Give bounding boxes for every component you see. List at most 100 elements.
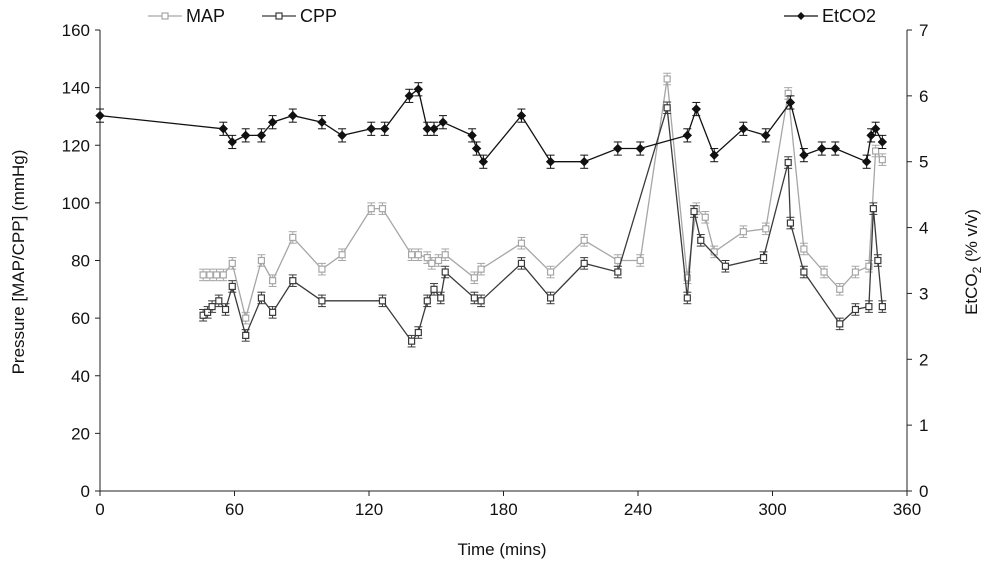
etco2-point xyxy=(267,117,278,127)
map-point xyxy=(199,271,207,279)
cpp-point xyxy=(865,303,873,311)
legend: MAP CPP EtCO2 xyxy=(148,6,876,26)
etco2-point xyxy=(288,110,298,121)
cpp-point xyxy=(318,297,326,305)
etco2-point xyxy=(422,124,432,134)
x-tick-label: 180 xyxy=(489,500,517,519)
map-point xyxy=(212,271,221,279)
map-point xyxy=(517,239,526,247)
cpp-point xyxy=(208,303,216,311)
series-etco2 xyxy=(95,82,888,169)
map-point xyxy=(800,245,808,253)
etco2-point xyxy=(861,157,872,167)
x-axis-title: Time (mins) xyxy=(457,540,546,559)
y-left-tick-label: 120 xyxy=(62,136,90,155)
map-point xyxy=(441,251,449,259)
y-left-tick-label: 60 xyxy=(71,309,90,328)
cpp-point xyxy=(721,262,730,270)
legend-marker xyxy=(161,12,169,20)
map-point xyxy=(269,277,277,285)
cpp-point xyxy=(228,282,236,291)
cpp-point xyxy=(430,285,438,293)
etco2-point xyxy=(413,84,424,94)
cpp-point xyxy=(289,277,297,285)
cpp-point xyxy=(851,305,860,314)
cpp-point xyxy=(869,205,877,213)
x-tick-label: 240 xyxy=(624,500,652,519)
etco2-point xyxy=(467,130,477,141)
map-point xyxy=(257,256,265,265)
y-right-tick-label: 6 xyxy=(919,87,928,106)
map-point xyxy=(546,268,555,276)
etco2-point xyxy=(579,157,589,167)
etco2-point xyxy=(404,91,415,101)
series-map xyxy=(199,72,887,325)
etco2-point xyxy=(761,130,771,141)
map-point xyxy=(338,251,346,259)
map-point xyxy=(318,265,326,273)
map-point xyxy=(378,205,387,213)
map-point xyxy=(636,256,644,265)
etco2-point xyxy=(799,150,809,160)
etco2-point xyxy=(438,117,448,127)
map-point xyxy=(580,236,588,244)
legend-marker xyxy=(275,12,283,20)
etco2-point xyxy=(682,130,693,141)
map-point xyxy=(739,228,747,236)
y-right-tick-label: 7 xyxy=(919,21,928,40)
cpp-point xyxy=(786,219,795,227)
map-point xyxy=(367,205,375,213)
map-point xyxy=(414,251,422,259)
y-right-tick-label: 1 xyxy=(919,416,928,435)
cpp-point xyxy=(242,331,250,340)
cpp-point xyxy=(269,308,277,316)
etco2-point xyxy=(635,143,645,154)
map-point xyxy=(477,265,485,273)
etco2-point xyxy=(317,117,327,127)
y-right-tick-label: 0 xyxy=(919,482,928,501)
etco2-point xyxy=(256,130,267,141)
etco2-point xyxy=(866,130,876,141)
map-point xyxy=(206,271,214,279)
cpp-point xyxy=(437,294,445,302)
map-point xyxy=(228,259,236,267)
x-tick-label: 120 xyxy=(355,500,383,519)
y-right-tick-label: 5 xyxy=(919,153,928,172)
y-left-tick-label: 160 xyxy=(62,21,90,40)
cpp-point xyxy=(663,104,671,112)
map-point xyxy=(242,314,250,322)
legend-item-cpp: CPP xyxy=(262,6,337,26)
etco2-point xyxy=(337,130,347,141)
legend-label: EtCO2 xyxy=(822,6,876,26)
map-point xyxy=(701,213,709,221)
map-point xyxy=(836,285,844,293)
cpp-point xyxy=(874,256,882,265)
cpp-point xyxy=(580,259,588,267)
map-point xyxy=(219,271,227,279)
etco2-point xyxy=(817,143,827,154)
y-left-tick-label: 0 xyxy=(81,482,90,501)
etco2-point xyxy=(830,143,840,154)
y-left-tick-label: 40 xyxy=(71,367,90,386)
x-tick-label: 60 xyxy=(225,500,244,519)
etco2-point xyxy=(366,124,376,134)
cpp-point xyxy=(378,297,387,305)
x-tick-label: 300 xyxy=(758,500,786,519)
etco2-line xyxy=(99,88,883,163)
x-tick-label: 0 xyxy=(95,500,104,519)
cpp-point xyxy=(215,297,223,305)
legend-item-etco2: EtCO2 xyxy=(784,6,876,26)
map-point xyxy=(878,156,886,164)
etco2-point xyxy=(471,143,482,154)
cpp-point xyxy=(441,268,449,276)
etco2-point xyxy=(379,124,390,134)
x-tick-label: 360 xyxy=(893,500,921,519)
cpp-point xyxy=(690,207,698,216)
map-point xyxy=(663,75,671,83)
legend-label: MAP xyxy=(186,6,225,26)
y-right-tick-label: 4 xyxy=(919,219,928,238)
cpp-point xyxy=(423,297,431,305)
etco2-point xyxy=(877,137,888,147)
map-point xyxy=(614,256,622,265)
axes: 0 60 120 180 240 300 3600204060801001201401600… xyxy=(62,21,929,519)
